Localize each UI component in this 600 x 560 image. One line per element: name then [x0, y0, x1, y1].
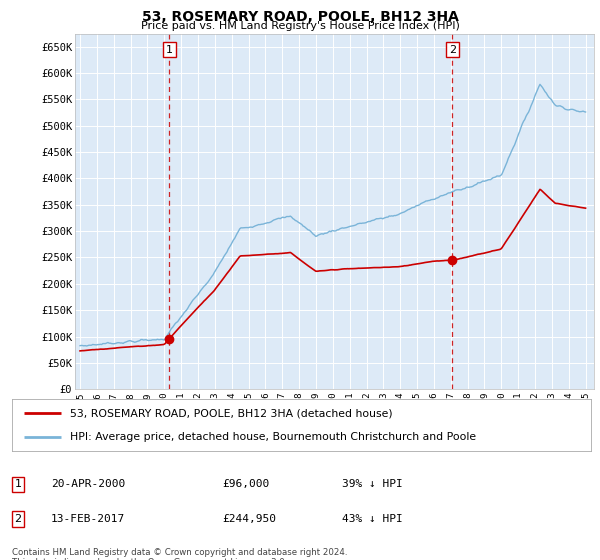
- Text: £96,000: £96,000: [222, 479, 269, 489]
- Text: 1: 1: [166, 45, 173, 55]
- Text: Contains HM Land Registry data © Crown copyright and database right 2024.
This d: Contains HM Land Registry data © Crown c…: [12, 548, 347, 560]
- Text: 39% ↓ HPI: 39% ↓ HPI: [342, 479, 403, 489]
- Text: £244,950: £244,950: [222, 514, 276, 524]
- Text: 13-FEB-2017: 13-FEB-2017: [51, 514, 125, 524]
- Text: HPI: Average price, detached house, Bournemouth Christchurch and Poole: HPI: Average price, detached house, Bour…: [70, 432, 476, 442]
- Text: 43% ↓ HPI: 43% ↓ HPI: [342, 514, 403, 524]
- Text: 20-APR-2000: 20-APR-2000: [51, 479, 125, 489]
- Text: 2: 2: [14, 514, 22, 524]
- Text: Price paid vs. HM Land Registry's House Price Index (HPI): Price paid vs. HM Land Registry's House …: [140, 21, 460, 31]
- Text: 53, ROSEMARY ROAD, POOLE, BH12 3HA: 53, ROSEMARY ROAD, POOLE, BH12 3HA: [142, 10, 458, 24]
- Text: 1: 1: [14, 479, 22, 489]
- Text: 53, ROSEMARY ROAD, POOLE, BH12 3HA (detached house): 53, ROSEMARY ROAD, POOLE, BH12 3HA (deta…: [70, 408, 392, 418]
- Text: 2: 2: [449, 45, 456, 55]
